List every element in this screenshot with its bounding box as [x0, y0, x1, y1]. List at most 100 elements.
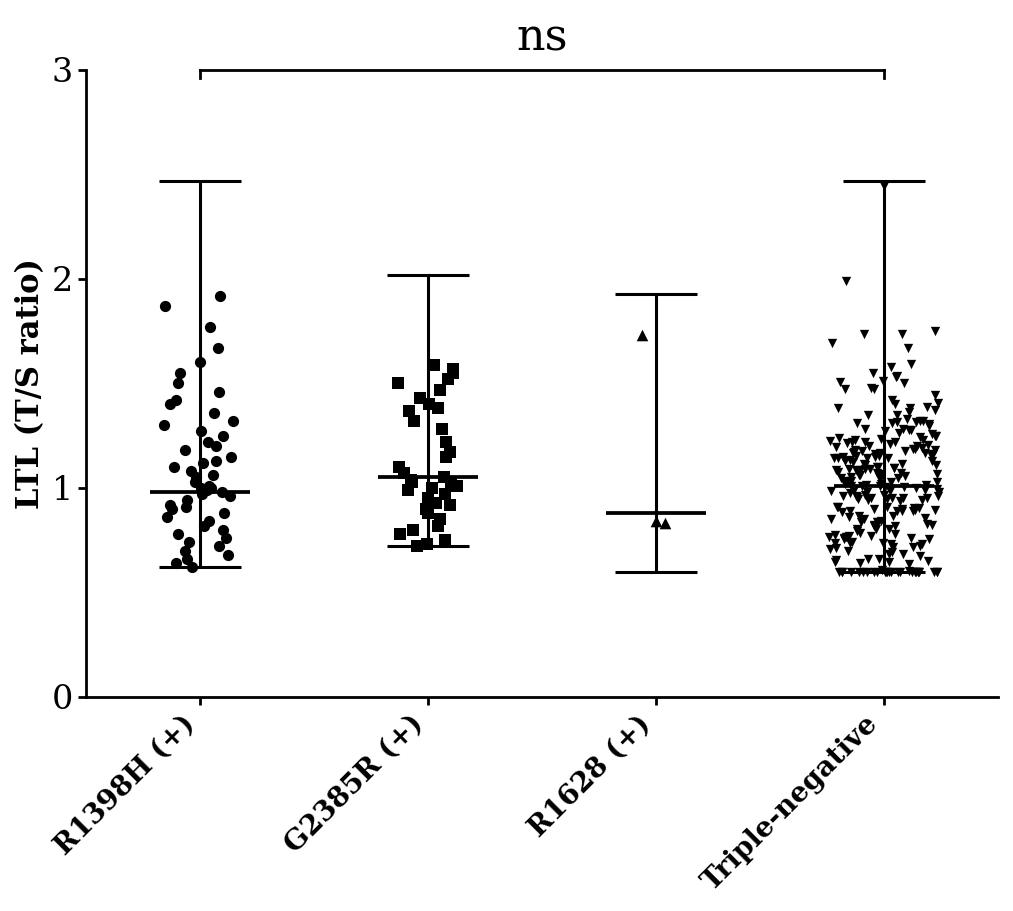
- Point: [902, 557, 918, 571]
- Point: [926, 564, 942, 578]
- Point: [187, 475, 204, 489]
- Point: [419, 506, 436, 520]
- Point: [895, 422, 912, 436]
- Point: [927, 403, 943, 417]
- Point: [866, 502, 882, 517]
- Point: [877, 564, 893, 578]
- Point: [846, 482, 862, 496]
- Point: [894, 490, 911, 505]
- Point: [876, 480, 892, 495]
- Point: [924, 454, 940, 468]
- Point: [831, 564, 847, 578]
- Point: [438, 449, 454, 464]
- Point: [844, 535, 860, 549]
- Point: [914, 441, 930, 456]
- Point: [843, 564, 859, 578]
- Point: [886, 518, 903, 533]
- Point: [851, 564, 867, 578]
- Point: [861, 462, 877, 476]
- Point: [918, 477, 934, 492]
- Point: [440, 372, 456, 386]
- Point: [828, 463, 844, 477]
- Point: [917, 483, 933, 497]
- Point: [865, 365, 881, 380]
- Point: [857, 462, 873, 476]
- Point: [438, 486, 454, 501]
- Point: [164, 502, 180, 517]
- Point: [900, 412, 916, 426]
- Point: [875, 374, 891, 389]
- Point: [921, 532, 937, 547]
- Point: [205, 468, 221, 483]
- Point: [888, 370, 905, 384]
- Point: [870, 551, 886, 566]
- Point: [927, 443, 943, 457]
- Point: [390, 376, 406, 391]
- Point: [901, 423, 917, 437]
- Point: [914, 493, 930, 507]
- Point: [196, 518, 212, 533]
- Point: [657, 517, 674, 531]
- Point: [893, 457, 910, 472]
- Point: [835, 564, 851, 578]
- Point: [908, 415, 924, 429]
- Point: [915, 414, 931, 428]
- Point: [927, 428, 943, 443]
- Point: [852, 526, 868, 540]
- Point: [211, 539, 227, 554]
- Point: [897, 469, 913, 484]
- Point: [891, 494, 908, 508]
- Point: [827, 555, 843, 569]
- Point: [832, 374, 848, 389]
- Point: [882, 436, 899, 451]
- Point: [924, 427, 940, 442]
- Point: [390, 460, 406, 475]
- Point: [203, 481, 219, 496]
- Point: [861, 439, 877, 454]
- Point: [842, 453, 858, 467]
- Point: [884, 539, 901, 554]
- Point: [839, 436, 855, 451]
- Point: [445, 365, 461, 380]
- Point: [425, 357, 442, 372]
- Point: [196, 456, 212, 470]
- Point: [883, 360, 900, 374]
- Point: [883, 475, 900, 489]
- Point: [823, 511, 839, 526]
- Point: [167, 556, 183, 570]
- Point: [921, 419, 937, 434]
- Point: [903, 422, 919, 436]
- Point: [168, 393, 184, 407]
- Point: [883, 415, 900, 430]
- Point: [192, 481, 209, 496]
- Point: [843, 478, 859, 493]
- Point: [430, 518, 446, 533]
- Point: [893, 504, 910, 518]
- Point: [432, 512, 448, 527]
- Point: [215, 428, 231, 443]
- Point: [931, 485, 947, 499]
- Point: [910, 564, 926, 578]
- Point: [906, 501, 922, 516]
- Point: [842, 536, 858, 550]
- Point: [838, 274, 854, 289]
- Point: [871, 445, 887, 460]
- Point: [919, 490, 935, 505]
- Point: [849, 490, 865, 505]
- Point: [867, 521, 883, 536]
- Point: [894, 502, 911, 517]
- Point: [892, 466, 909, 481]
- Point: [923, 448, 939, 463]
- Point: [929, 564, 945, 578]
- Point: [847, 445, 863, 459]
- Point: [869, 466, 885, 481]
- Point: [876, 425, 892, 439]
- Point: [848, 463, 864, 477]
- Point: [911, 501, 927, 516]
- Point: [208, 454, 224, 468]
- Point: [853, 515, 869, 529]
- Point: [897, 444, 913, 458]
- Point: [882, 537, 899, 551]
- Text: ns: ns: [517, 16, 568, 59]
- Point: [834, 505, 850, 519]
